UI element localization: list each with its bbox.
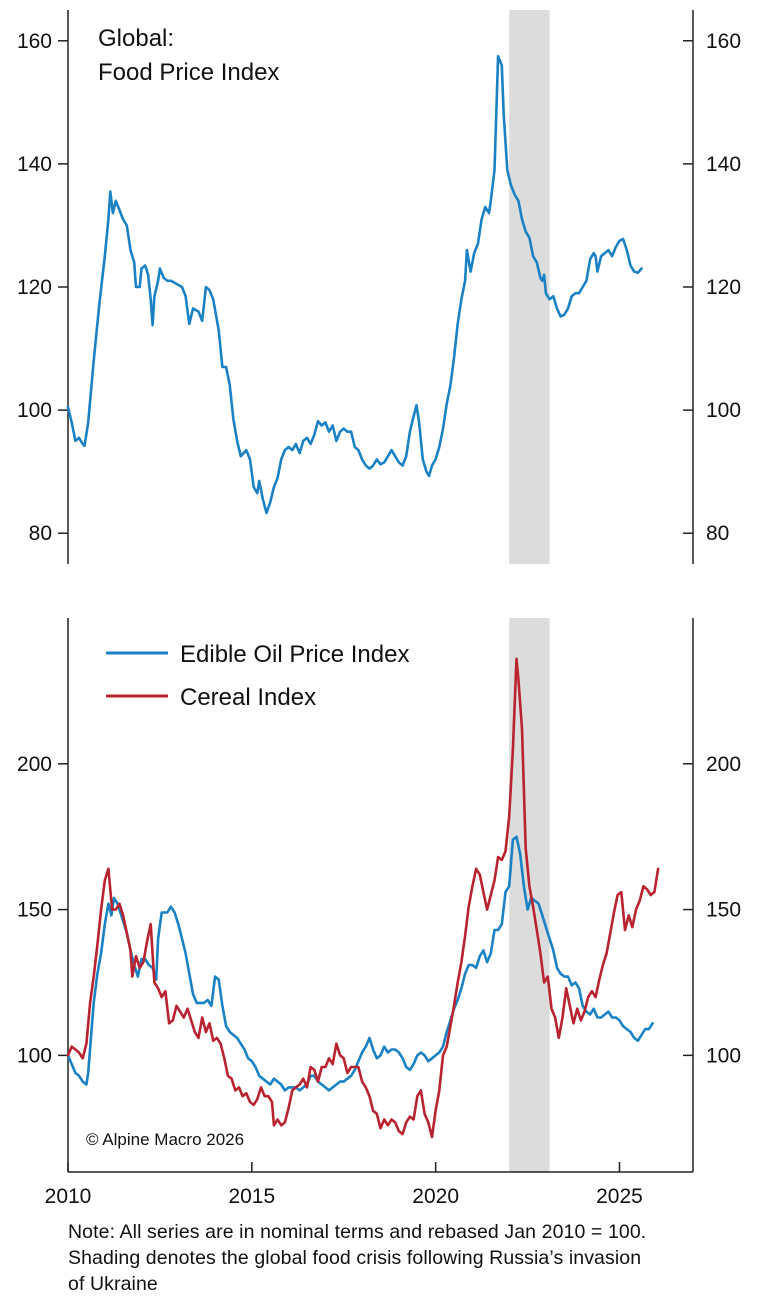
note-line-2: Shading denotes the global food crisis f…	[68, 1247, 642, 1269]
y-tick-label-left: 100	[17, 1044, 52, 1067]
y-tick-label-left: 120	[17, 276, 52, 299]
series-line-cereal-index	[66, 657, 660, 1139]
y-tick-label-right: 200	[706, 753, 741, 776]
y-tick-label-left: 160	[17, 30, 52, 53]
panel-2	[58, 618, 694, 1173]
y-tick-label-right: 150	[706, 899, 741, 922]
series-line-edible-oil-price-index	[66, 835, 654, 1092]
crisis-shading	[509, 618, 550, 1172]
chart-note: Note: All series are in nominal terms an…	[68, 1219, 758, 1297]
legend-label: Edible Oil Price Index	[180, 641, 409, 668]
y-tick-label-left: 150	[17, 899, 52, 922]
series-line-food-price-index	[66, 54, 643, 515]
x-tick-label: 2020	[412, 1185, 459, 1208]
y-tick-label-right: 100	[706, 1044, 741, 1067]
y-tick-label-right: 120	[706, 276, 741, 299]
chart-figure: 80 80 100 100 120 120 140 140 160 160 Global: Food …	[17, 10, 741, 1208]
y-tick-label-right: 140	[706, 153, 741, 176]
chart-title: Global:	[98, 25, 174, 52]
legend-label: Cereal Index	[180, 684, 316, 711]
copyright-annotation: © Alpine Macro 2026	[86, 1130, 244, 1149]
chart-subtitle: Food Price Index	[98, 59, 279, 86]
x-tick-label: 2015	[228, 1185, 275, 1208]
y-tick-label-right: 80	[706, 522, 729, 545]
y-tick-label-left: 200	[17, 753, 52, 776]
y-tick-label-right: 160	[706, 30, 741, 53]
y-tick-label-left: 140	[17, 153, 52, 176]
note-line-3: of Ukraine	[68, 1273, 158, 1295]
y-tick-label-right: 100	[706, 399, 741, 422]
x-tick-label: 2025	[596, 1185, 643, 1208]
crisis-shading	[509, 10, 550, 564]
note-line-1: Note: All series are in nominal terms an…	[68, 1221, 647, 1243]
y-tick-label-left: 100	[17, 399, 52, 422]
x-tick-label: 2010	[45, 1185, 92, 1208]
panel-1	[58, 10, 694, 564]
y-tick-label-left: 80	[29, 522, 52, 545]
